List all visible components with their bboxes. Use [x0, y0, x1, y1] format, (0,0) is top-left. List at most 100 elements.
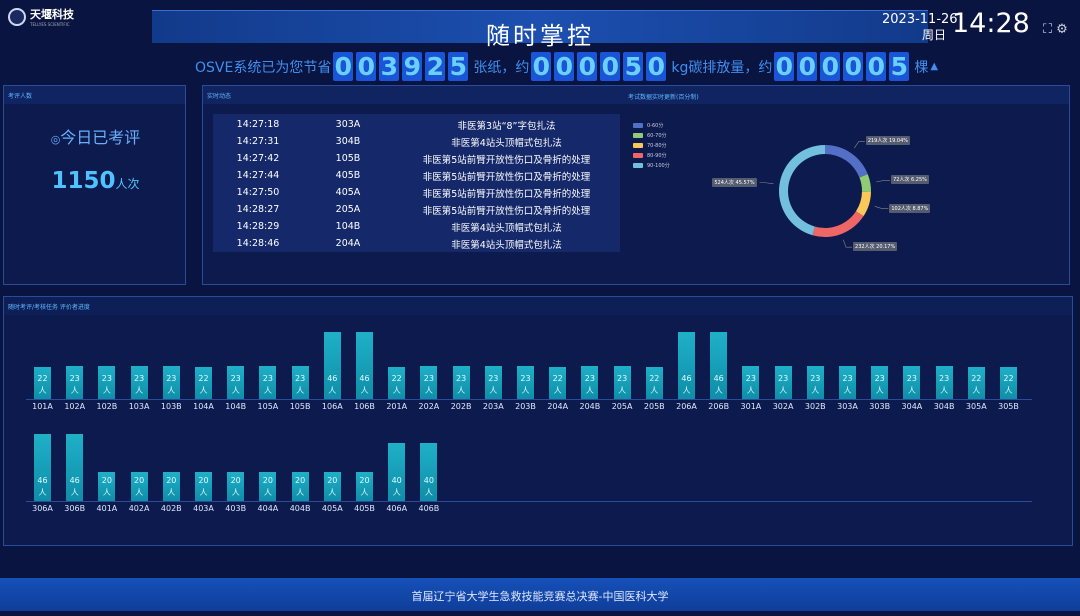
feed-room: 104B: [335, 221, 361, 232]
bar[interactable]: 23 人: [227, 365, 245, 399]
bar[interactable]: 23 人: [581, 365, 599, 399]
counter-digit: 0: [774, 52, 795, 81]
bar-value: 22: [649, 373, 660, 383]
counter-digit: 0: [531, 52, 552, 81]
bar-value: 23: [520, 373, 531, 383]
bar[interactable]: 20 人: [130, 472, 148, 501]
bar[interactable]: 46 人: [66, 434, 84, 501]
counter-digit: 0: [820, 52, 841, 81]
date: 2023-11-26: [882, 12, 958, 27]
legend-item[interactable]: 70-80分: [633, 140, 670, 150]
bar[interactable]: 20 人: [291, 472, 309, 501]
bar[interactable]: 23 人: [517, 365, 534, 399]
bar[interactable]: 20 人: [195, 472, 212, 501]
bar-value: 46: [69, 475, 80, 485]
bar-label: 202B: [450, 402, 472, 411]
bar-label: 403B: [225, 504, 247, 513]
bar[interactable]: 20 人: [162, 472, 180, 501]
bar-label: 303B: [869, 402, 891, 411]
bar[interactable]: 22 人: [549, 367, 567, 399]
bar[interactable]: 23 人: [130, 365, 148, 399]
bar[interactable]: 46 人: [710, 332, 728, 399]
pie-slice[interactable]: [855, 191, 871, 217]
feed-panel: 实时动态 考试数据实时更新(百分制) 14:27:18 303A 非医第3站“8”字…: [202, 85, 1070, 285]
bar[interactable]: 23 人: [839, 365, 856, 399]
bar[interactable]: 23 人: [162, 365, 180, 399]
bar[interactable]: 23 人: [259, 365, 277, 399]
bar-unit: 人: [392, 385, 401, 395]
bar[interactable]: 20 人: [227, 472, 245, 501]
bar[interactable]: 40 人: [388, 443, 406, 501]
pie-label: 72人次 6.25%: [891, 175, 929, 185]
bar[interactable]: 23 人: [66, 365, 84, 399]
pie-label-line: [854, 141, 865, 149]
bar[interactable]: 40 人: [420, 443, 438, 501]
bar-label: 106B: [354, 402, 375, 411]
pie-slice[interactable]: [812, 211, 864, 237]
bar-unit: 人: [682, 385, 691, 395]
legend-item[interactable]: 90-100分: [633, 160, 670, 170]
bar-label: 106A: [321, 402, 343, 411]
bar-value: 22: [198, 373, 209, 383]
counter-digit: 5: [889, 52, 910, 81]
bar-label: 303A: [837, 402, 858, 411]
bar[interactable]: 20 人: [98, 472, 116, 501]
bar[interactable]: 20 人: [323, 472, 341, 501]
bar[interactable]: 22 人: [645, 367, 663, 399]
bar[interactable]: 23 人: [484, 365, 502, 399]
bar-label: 104A: [193, 402, 214, 411]
bar-unit: 人: [489, 385, 498, 395]
pie-slice[interactable]: [779, 145, 825, 236]
legend-item[interactable]: 60-70分: [633, 130, 670, 140]
feed-room: 204A: [335, 238, 361, 249]
bar[interactable]: 22 人: [1000, 367, 1017, 399]
bar[interactable]: 20 人: [259, 472, 277, 501]
bar-value: 22: [971, 373, 982, 383]
fullscreen-icon[interactable]: ⛶: [1043, 22, 1053, 37]
counter-digit: 0: [646, 52, 667, 81]
bar[interactable]: 23 人: [871, 365, 889, 399]
bar[interactable]: 23 人: [903, 365, 921, 399]
bar[interactable]: 23 人: [806, 365, 824, 399]
bar[interactable]: 46 人: [356, 332, 373, 399]
bar-unit: 人: [328, 488, 337, 497]
bar[interactable]: 23 人: [742, 365, 760, 399]
bar-value: 23: [134, 373, 145, 383]
bar-unit: 人: [263, 385, 272, 395]
bar[interactable]: 46 人: [34, 434, 51, 501]
bar-unit: 人: [38, 487, 47, 497]
bar[interactable]: 23 人: [774, 365, 792, 399]
bar[interactable]: 23 人: [613, 365, 631, 399]
bar[interactable]: 20 人: [356, 472, 373, 501]
bar[interactable]: 46 人: [678, 332, 695, 399]
feed-row: 14:27:31 304B 非医第4站头顶帽式包扎法: [213, 133, 620, 150]
bar-label: 406B: [418, 504, 440, 513]
bar[interactable]: 23 人: [452, 365, 470, 399]
panel-title: 考评人数: [4, 86, 185, 104]
legend-item[interactable]: 80-90分: [633, 150, 670, 160]
bar-unit: 人: [167, 385, 176, 395]
bar-unit: 人: [940, 385, 949, 395]
bar[interactable]: 22 人: [388, 367, 406, 399]
bar[interactable]: 23 人: [98, 365, 116, 399]
bar-unit: 人: [167, 488, 176, 497]
bar[interactable]: 23 人: [420, 365, 438, 399]
pie-slice[interactable]: [859, 174, 871, 192]
feed-time: 14:28:27: [236, 204, 280, 215]
tree-icon: ▲: [930, 61, 939, 72]
bar[interactable]: 23 人: [935, 365, 953, 399]
settings-icon[interactable]: ⚙: [1056, 22, 1068, 37]
bar-value: 22: [391, 373, 402, 383]
legend-item[interactable]: 0-60分: [633, 120, 670, 130]
pie-slice[interactable]: [825, 145, 868, 178]
bar[interactable]: 22 人: [195, 367, 212, 399]
counter-digit: 0: [554, 52, 575, 81]
bar-unit: 人: [424, 385, 433, 395]
bar[interactable]: 46 人: [323, 332, 341, 399]
bar[interactable]: 22 人: [967, 367, 985, 399]
bar[interactable]: 22 人: [34, 367, 51, 399]
bar-label: 103B: [160, 402, 182, 411]
paper-unit: 张纸，约: [473, 59, 530, 76]
bar[interactable]: 23 人: [291, 365, 309, 399]
